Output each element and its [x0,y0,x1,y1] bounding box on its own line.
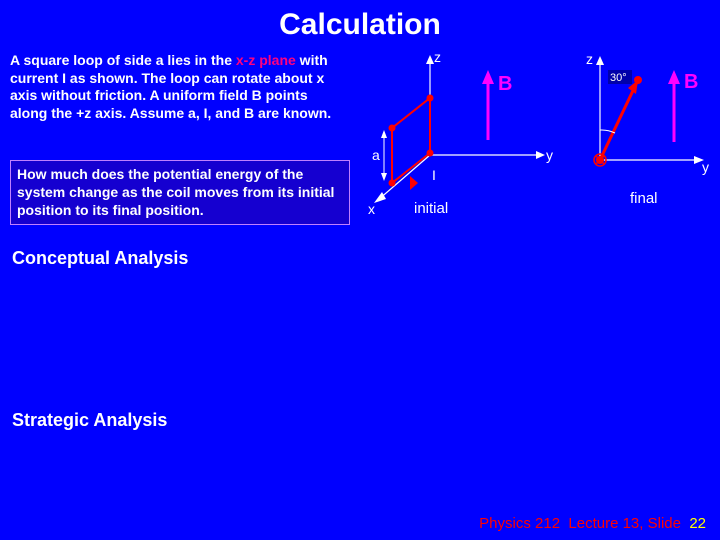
slide-title: Calculation [0,0,720,42]
svg-text:30°: 30° [610,72,627,84]
final-caption: final [630,190,658,207]
diagram-initial: z y x a I B initial [370,50,560,220]
strategic-analysis-heading: Strategic Analysis [12,410,167,431]
svg-text:I: I [432,167,436,183]
initial-caption: initial [414,200,448,217]
svg-text:B: B [684,71,698,93]
conceptual-analysis-heading: Conceptual Analysis [12,248,188,269]
svg-text:x: x [368,201,375,217]
svg-text:a: a [372,147,380,163]
footer: Physics 212 Lecture 13, Slide 22 [479,515,706,532]
footer-course: Physics 212 [479,515,560,532]
footer-lecture: Lecture 13, Slide [568,515,681,532]
svg-text:z: z [586,51,593,67]
svg-text:y: y [546,147,553,163]
svg-text:B: B [498,73,512,95]
slide-number: 22 [689,515,706,532]
svg-text:z: z [434,49,441,65]
question-box: How much does the potential energy of th… [10,160,350,225]
diagram-final: z y 30° B final [580,50,710,220]
problem-statement: A square loop of side a lies in the x-z … [10,52,340,122]
svg-text:y: y [702,159,709,175]
